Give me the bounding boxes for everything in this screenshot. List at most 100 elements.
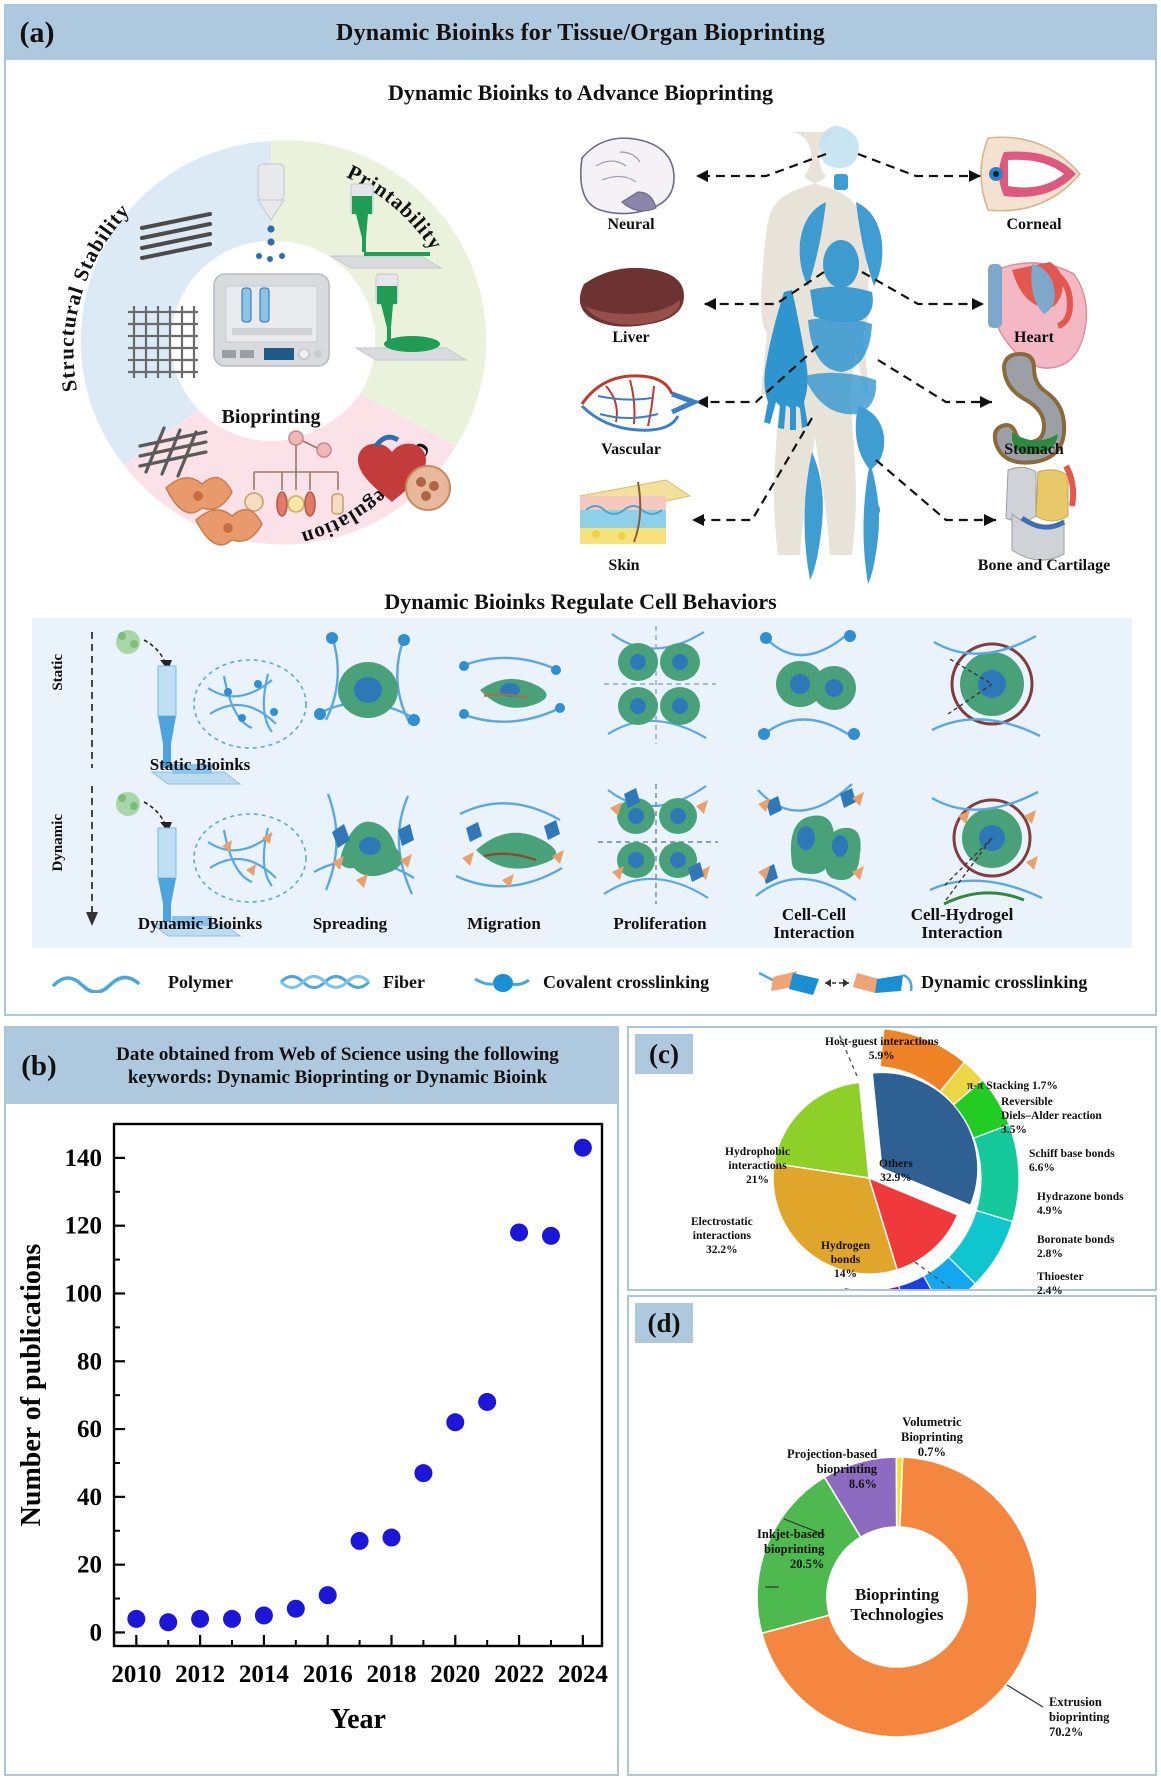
scatter-point bbox=[414, 1464, 433, 1483]
pie-slice-outer bbox=[835, 1285, 910, 1329]
y-tick-label: 140 bbox=[65, 1145, 103, 1172]
organ-label-neural: Neural bbox=[607, 216, 655, 233]
x-tick-label: 2014 bbox=[239, 1661, 290, 1688]
panel-c-crosslink-pie: (c) Host-guest interactions 5.9% π-π Stack… bbox=[627, 1026, 1157, 1332]
legend-item-polymer: Polymer bbox=[50, 971, 233, 993]
y-tick-label: 60 bbox=[77, 1416, 102, 1443]
scatter-point bbox=[382, 1528, 401, 1547]
pie-slice-outer bbox=[972, 1123, 1020, 1223]
y-tick-label: 80 bbox=[77, 1348, 102, 1375]
scatter-point bbox=[446, 1413, 465, 1432]
pie-label-pi-pi-stacking: π-π Stacking 1.7% bbox=[967, 1080, 1058, 1092]
panel-d-technologies-donut: (d) Volumetric Bioprinting 0.7% Projection-… bbox=[627, 1295, 1157, 1776]
organ-label-vascular: Vascular bbox=[601, 441, 661, 458]
donut-label-inkjet-based-bioprinting: Inkjet-based bioprinting 20.5% bbox=[757, 1527, 825, 1571]
skin-layers-icon bbox=[578, 479, 692, 544]
scatter-point bbox=[254, 1606, 273, 1625]
panel-a-subtitle-top: Dynamic Bioinks to Advance Bioprinting bbox=[387, 80, 774, 105]
dynamic-row-axis-label: Dynamic bbox=[50, 814, 66, 872]
pie-label-hydrazone-bonds: Hydrazone bonds 4.9% bbox=[1037, 1191, 1124, 1217]
donut-leader-line bbox=[783, 1518, 826, 1536]
scatter-point bbox=[478, 1392, 497, 1411]
bioprinter-icon bbox=[213, 273, 330, 367]
panel-c-tag: (c) bbox=[635, 1034, 693, 1074]
donut-slice bbox=[895, 1456, 904, 1528]
pie-label-hydrogen-bonds: Hydrogen bonds 14% bbox=[821, 1240, 870, 1280]
wheel-segment-structural-stability bbox=[80, 141, 271, 465]
legend-label-fiber: Fiber bbox=[382, 971, 425, 992]
pie-slice-inner bbox=[867, 1176, 959, 1271]
scatter-point bbox=[541, 1226, 560, 1245]
dynamic-cell-hydrogel-interaction-icon bbox=[929, 790, 1043, 906]
donut-label-volumetric-bioprinting: Volumetric Bioprinting 0.7% bbox=[901, 1415, 963, 1459]
y-tick-label: 40 bbox=[77, 1484, 102, 1511]
organ-label-heart: Heart bbox=[1014, 329, 1054, 346]
dynamic-cell-proliferation-icon bbox=[598, 784, 718, 904]
x-tick-label: 2016 bbox=[303, 1661, 353, 1688]
static-bioinks-label: Static Bioinks bbox=[149, 755, 251, 774]
y-tick-label: 20 bbox=[77, 1552, 102, 1579]
pie-label-hydrophobic-interactions: Hydrophobic interactions 21% bbox=[725, 1146, 790, 1186]
wheel-center-label: Bioprinting bbox=[221, 406, 321, 428]
legend-label-polymer: Polymer bbox=[168, 971, 233, 992]
dynamic-bioinks-label: Dynamic Bioinks bbox=[137, 914, 263, 933]
organ-label-stomach: Stomach bbox=[1004, 441, 1064, 458]
organ-label-skin: Skin bbox=[608, 557, 640, 574]
x-tick-label: 2024 bbox=[558, 1661, 609, 1688]
x-tick-label: 2020 bbox=[430, 1661, 480, 1688]
static-cell-migration-icon bbox=[459, 656, 565, 723]
static-cell-cell-interaction-icon bbox=[758, 630, 860, 740]
cell-behaviors-strip: Static Dynamic Static Bioinks Dynamic Bi… bbox=[32, 618, 1132, 948]
donut-slice bbox=[760, 1456, 1038, 1738]
printed-lattice-icon bbox=[128, 306, 198, 378]
migration-label: Migration bbox=[467, 914, 541, 933]
corneal-eye-icon bbox=[980, 136, 1082, 212]
x-tick-label: 2018 bbox=[366, 1661, 416, 1688]
human-body-organ-map: Neural Liver Vascular Skin Corneal Heart… bbox=[526, 114, 1156, 584]
x-axis-label: Year bbox=[330, 1704, 386, 1735]
inkjet-nozzle-icon bbox=[256, 163, 285, 262]
scatter-point bbox=[159, 1613, 178, 1632]
cell-lineage-tree-icon bbox=[244, 430, 344, 517]
pie-label-electrostatic-interactions: Electrostatic interactions 32.2% bbox=[691, 1216, 753, 1256]
scatter-point bbox=[318, 1586, 337, 1605]
spreading-label: Spreading bbox=[312, 914, 388, 933]
x-tick-label: 2022 bbox=[494, 1661, 544, 1688]
legend-label-covalent-crosslinking: Covalent crosslinking bbox=[542, 971, 710, 992]
panel-b-publications-chart: (b) Date obtained from Web of Science us… bbox=[4, 1026, 619, 1776]
stomach-icon bbox=[992, 351, 1067, 465]
panel-a-subtitle-mid: Dynamic Bioinks Regulate Cell Behaviors bbox=[384, 589, 777, 614]
scatter-point bbox=[573, 1138, 592, 1157]
fibroblast-cells-icon bbox=[165, 476, 263, 546]
pie-connector-line bbox=[914, 1261, 962, 1297]
x-tick-label: 2010 bbox=[111, 1661, 161, 1688]
static-row-axis-label: Static bbox=[50, 654, 66, 691]
scatter-point bbox=[350, 1531, 369, 1550]
y-tick-label: 100 bbox=[65, 1280, 103, 1307]
bioprinting-technologies-donut-chart bbox=[756, 1456, 1044, 1738]
y-tick-label: 0 bbox=[90, 1619, 103, 1646]
plot-frame bbox=[112, 1122, 604, 1648]
organ-label-bone-and-cartilage: Bone and Cartilage bbox=[977, 557, 1111, 574]
x-tick-label: 2012 bbox=[175, 1661, 225, 1688]
cell-cell-interaction-label: Cell-Cell Interaction bbox=[773, 905, 855, 942]
pie-slice-inner bbox=[773, 1081, 870, 1179]
liver-icon bbox=[579, 267, 684, 327]
pie-label-host-guest-interactions: Host-guest interactions 5.9% bbox=[825, 1036, 939, 1062]
pie-label-others: Others 32.9% bbox=[879, 1158, 913, 1184]
scatter-point bbox=[223, 1609, 242, 1628]
static-bioink-printing-icon bbox=[116, 630, 307, 785]
static-cell-hydrogel-interaction-icon bbox=[931, 634, 1041, 738]
brain-icon bbox=[580, 137, 675, 215]
organ-arrowhead-group bbox=[692, 170, 996, 526]
legend-item-dynamic-crosslinking: Dynamic crosslinking bbox=[753, 965, 1087, 999]
bioprinting-wheel-diagram: Printability Cell Regulation Structural … bbox=[46, 116, 496, 566]
scatter-point bbox=[510, 1223, 529, 1242]
publications-scatter-plot: 0 20 40 60 80 100 120 140 2010 2012 2014 2016 2018 20… bbox=[6, 1106, 617, 1774]
organ-label-liver: Liver bbox=[612, 329, 650, 346]
braided-fiber-icon bbox=[279, 975, 371, 989]
human-silhouette-icon bbox=[761, 126, 885, 584]
pie-label-reversible-diels-alder: Reversible Diels–Alder reaction 3.5% bbox=[1001, 1096, 1102, 1136]
panel-a-legend: Polymer Fiber Covalent crosslinking bbox=[32, 958, 1132, 1006]
y-tick-label: 120 bbox=[65, 1213, 103, 1240]
